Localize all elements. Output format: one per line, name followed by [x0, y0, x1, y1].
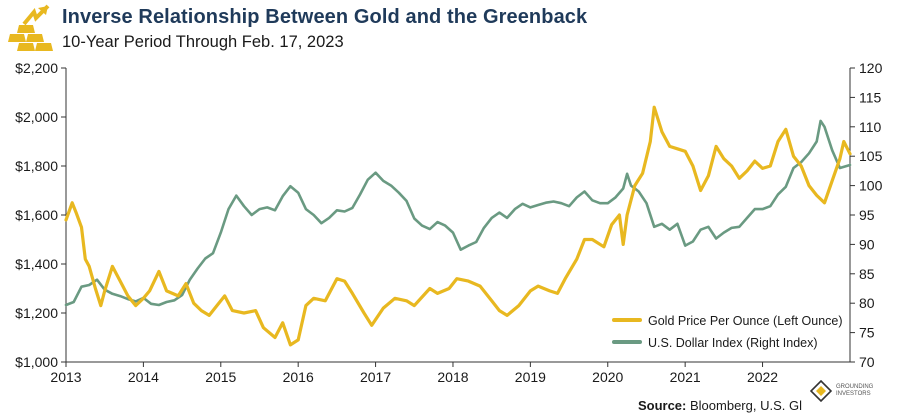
right-axis-ticks: 70 75 80 85 90 95 100 105 110 115 120	[850, 60, 883, 370]
right-tick-label: 105	[859, 148, 883, 164]
right-tick-label: 85	[859, 266, 875, 282]
right-tick-label: 95	[859, 207, 875, 223]
right-tick-label: 80	[859, 295, 875, 311]
gold-bars-logo-icon	[8, 4, 53, 51]
source-text: Bloomberg, U.S. Gl	[690, 398, 802, 413]
legend-label-gold: Gold Price Per Ounce (Left Ounce)	[648, 314, 843, 328]
source-label: Source:	[637, 398, 687, 413]
x-tick-label: 2021	[670, 369, 701, 385]
x-tick-label: 2015	[205, 369, 236, 385]
right-tick-label: 70	[859, 354, 875, 370]
x-tick-label: 2017	[360, 369, 391, 385]
x-tick-label: 2018	[437, 369, 468, 385]
brand-line-1: GROUNDING	[836, 384, 874, 390]
x-axis-ticks: 2013 2014 2015 2016 2017 2018 2019 2020 2021 2022	[50, 362, 778, 385]
left-tick-label: $1,000	[15, 354, 58, 370]
chart-subtitle: 10-Year Period Through Feb. 17, 2023	[62, 33, 344, 51]
gold-price-line	[64, 105, 852, 347]
right-tick-label: 75	[859, 325, 875, 341]
brand-logo: GROUNDING INVESTORS	[810, 380, 890, 410]
x-tick-label: 2013	[50, 369, 81, 385]
left-tick-label: $1,800	[15, 158, 58, 174]
brand-name: GROUNDING INVESTORS	[836, 384, 873, 398]
x-tick-label: 2014	[128, 369, 159, 385]
chart-header: Inverse Relationship Between Gold and th…	[0, 0, 900, 60]
brand-diamond-icon	[810, 380, 832, 402]
right-tick-label: 100	[859, 178, 883, 194]
chart-legend: Gold Price Per Ounce (Left Ounce) U.S. Do…	[612, 314, 843, 350]
left-tick-label: $1,400	[15, 256, 58, 272]
brand-line-2: INVESTORS	[836, 391, 871, 397]
x-tick-label: 2016	[283, 369, 314, 385]
right-tick-label: 120	[859, 60, 883, 76]
chart-title: Inverse Relationship Between Gold and th…	[62, 6, 588, 28]
left-tick-label: $2,000	[15, 109, 58, 125]
right-tick-label: 90	[859, 236, 875, 252]
left-tick-label: $2,200	[15, 60, 58, 76]
left-axis-ticks: $1,000 $1,200 $1,400 $1,600 $1,800 $2,000 $2,2…	[15, 60, 66, 370]
x-tick-label: 2020	[592, 369, 623, 385]
right-tick-label: 110	[859, 119, 882, 135]
series-lines	[64, 105, 852, 347]
source-note: Source: Bloomberg, U.S. Gl	[638, 398, 802, 413]
x-tick-label: 2019	[515, 369, 546, 385]
x-tick-label: 2022	[747, 369, 778, 385]
dollar-index-line	[64, 119, 852, 307]
left-tick-label: $1,600	[15, 207, 58, 223]
left-tick-label: $1,200	[15, 305, 58, 321]
right-tick-label: 115	[859, 89, 882, 105]
plot-frame	[65, 68, 851, 363]
legend-label-dollar: U.S. Dollar Index (Right Index)	[648, 336, 818, 350]
